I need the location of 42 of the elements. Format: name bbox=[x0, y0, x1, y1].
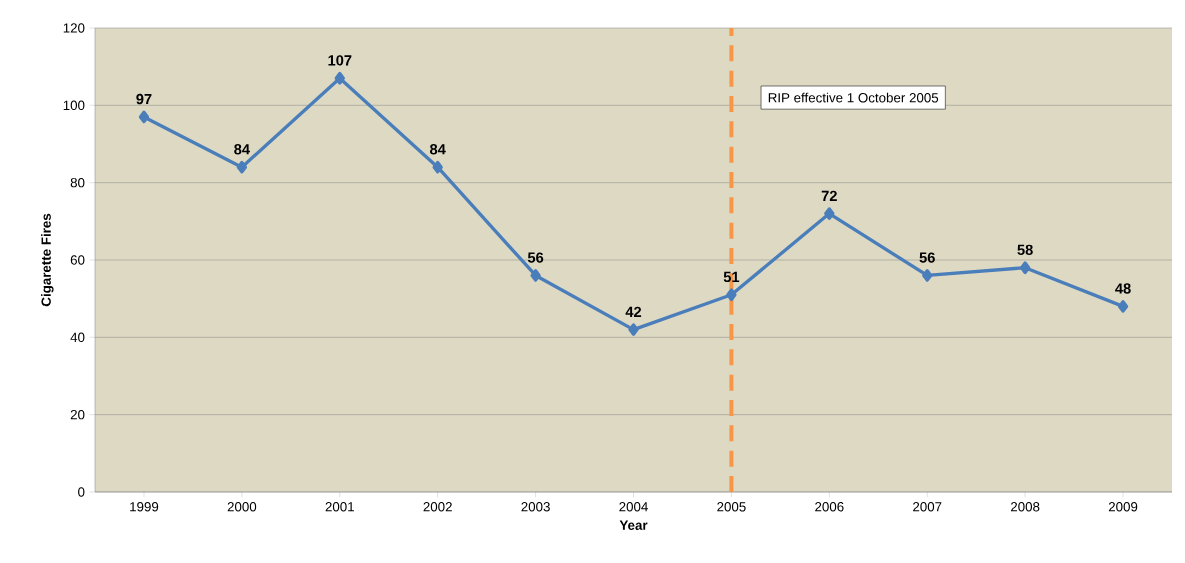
x-tick-label: 2000 bbox=[227, 502, 257, 512]
y-tick-label: 60 bbox=[70, 255, 85, 265]
point bbox=[922, 269, 933, 282]
point bbox=[628, 323, 639, 336]
y-tick-label: 100 bbox=[63, 100, 85, 111]
point bbox=[726, 288, 737, 302]
x-tick-label: 2002 bbox=[423, 502, 452, 512]
x-tick-label: 2007 bbox=[913, 502, 942, 512]
point bbox=[824, 207, 835, 220]
data-label: 42 bbox=[625, 306, 642, 317]
x-tick-label: 2006 bbox=[815, 502, 844, 512]
x-tick-label: 2001 bbox=[325, 502, 354, 512]
point bbox=[138, 110, 150, 124]
x-tick-label: 1999 bbox=[130, 502, 159, 512]
y-tick-label: 40 bbox=[70, 332, 85, 343]
data-label: 84 bbox=[429, 144, 446, 155]
point bbox=[334, 71, 345, 85]
x-tick-label: 2009 bbox=[1108, 502, 1138, 512]
point bbox=[432, 160, 443, 174]
point bbox=[530, 269, 541, 282]
x-tick-label: 2004 bbox=[619, 502, 648, 512]
data-label: 48 bbox=[1115, 283, 1131, 294]
data-label: 107 bbox=[328, 55, 352, 66]
data-label: 56 bbox=[919, 252, 935, 263]
y-axis-title: Cigarette Fires bbox=[41, 213, 54, 307]
data-label: 97 bbox=[136, 93, 152, 105]
data-label: 84 bbox=[234, 144, 250, 155]
y-tick-label: 20 bbox=[70, 409, 85, 420]
point bbox=[1019, 261, 1031, 275]
data-label: 72 bbox=[821, 190, 837, 201]
x-tick-label: 2008 bbox=[1010, 502, 1040, 512]
ref-line-label: RIP effective 1 October 2005 bbox=[768, 92, 939, 103]
point bbox=[1117, 300, 1129, 313]
y-tick-label: 0 bbox=[78, 487, 85, 497]
point bbox=[236, 160, 248, 174]
data-label: 58 bbox=[1017, 244, 1033, 256]
y-tick-label: 80 bbox=[70, 177, 85, 188]
y-tick-label: 120 bbox=[63, 23, 85, 33]
x-tick-label: 2005 bbox=[717, 502, 746, 512]
x-axis-title: Year bbox=[619, 520, 648, 530]
x-tick-label: 2003 bbox=[521, 502, 550, 512]
data-label: 56 bbox=[527, 252, 544, 263]
